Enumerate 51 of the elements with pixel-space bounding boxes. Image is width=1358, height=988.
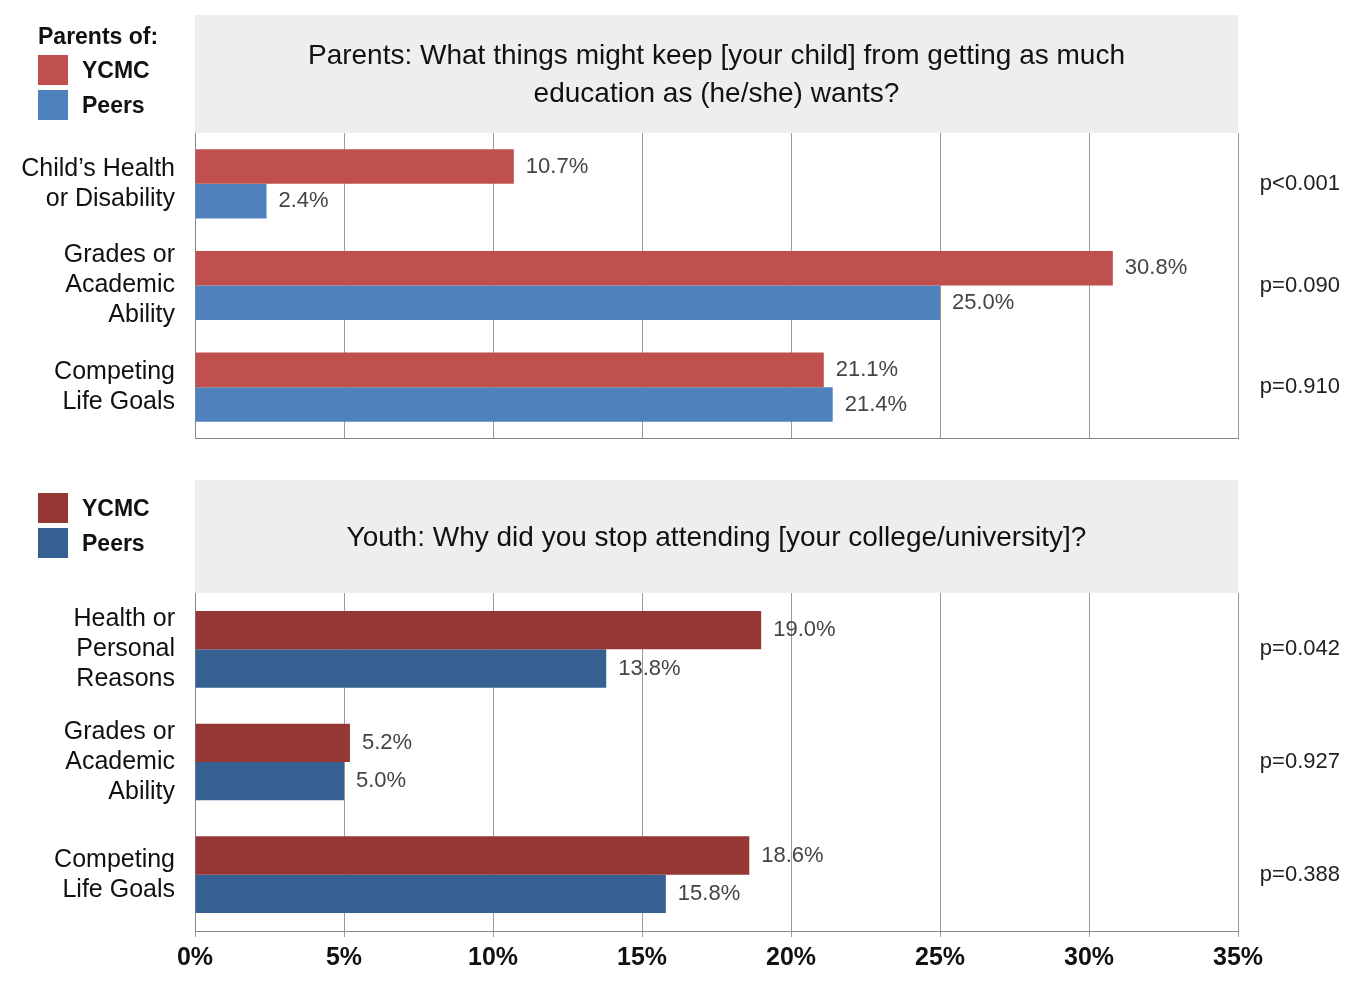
text: p=0.910: [1259, 373, 1340, 399]
bar: [195, 183, 267, 219]
y-tick-label: Competing Life Goals: [54, 356, 175, 415]
y-tick-label: Grades or Academic Ability: [63, 239, 176, 328]
chart-title: Parents: What things might keep [your child] from getting as much education as (he/she) wants?: [195, 15, 1238, 133]
x-tick-label: 15%: [616, 941, 668, 970]
legend-label: YCMC: [82, 56, 150, 84]
y-tick-label: Competing Life Goals: [54, 843, 175, 902]
data-label: 2.4%: [278, 187, 329, 213]
bar: [195, 762, 344, 801]
data-label: 13.8%: [618, 654, 681, 680]
legend-label: Peers: [82, 529, 145, 557]
y-tick-label: Grades or Academic Ability: [63, 715, 176, 804]
y-tick-label: Child’s Health or Disability: [21, 152, 176, 211]
bar: [195, 723, 350, 762]
text: p=0.927: [1259, 748, 1340, 774]
text: p<0.001: [1259, 169, 1340, 195]
x-tick-label: 20%: [765, 941, 817, 970]
data-label: 15.8%: [677, 879, 741, 905]
data-label: 21.1%: [835, 355, 899, 381]
data-label: 19.0%: [773, 616, 836, 642]
data-label: 25.0%: [952, 288, 1015, 314]
x-tick-label: 30%: [1063, 941, 1115, 970]
chart-title: Youth: Why did you stop attending [your college/university]?: [195, 480, 1238, 593]
text: p=0.090: [1259, 271, 1340, 297]
legend-label: YCMC: [82, 494, 150, 522]
bar: [195, 611, 762, 650]
data-label: 10.7%: [525, 152, 589, 178]
legend-label: Peers: [82, 91, 145, 119]
bar: [195, 352, 824, 388]
bar: [195, 149, 514, 184]
x-tick-label: 35%: [1212, 941, 1264, 970]
x-tick-label: 5%: [325, 941, 363, 970]
legend-title: Parents of:: [38, 23, 159, 50]
data-label: 18.6%: [761, 841, 824, 867]
data-label: 30.8%: [1124, 254, 1188, 280]
bar: [195, 285, 940, 321]
y-tick-label: Health or Personal Reasons: [73, 603, 175, 692]
data-label: 21.4%: [844, 390, 908, 416]
x-tick-label: 25%: [914, 941, 966, 970]
bar: [195, 836, 750, 875]
data-label: 5.2%: [361, 728, 413, 754]
text: p=0.042: [1259, 635, 1340, 661]
bar: [195, 649, 607, 688]
data-label: 5.0%: [356, 767, 407, 793]
x-tick-label: 10%: [467, 941, 519, 970]
bar: [195, 874, 666, 913]
text: p=0.388: [1259, 860, 1340, 886]
x-tick-label: 0%: [176, 941, 214, 970]
bar: [195, 250, 1113, 286]
bar: [195, 387, 833, 422]
